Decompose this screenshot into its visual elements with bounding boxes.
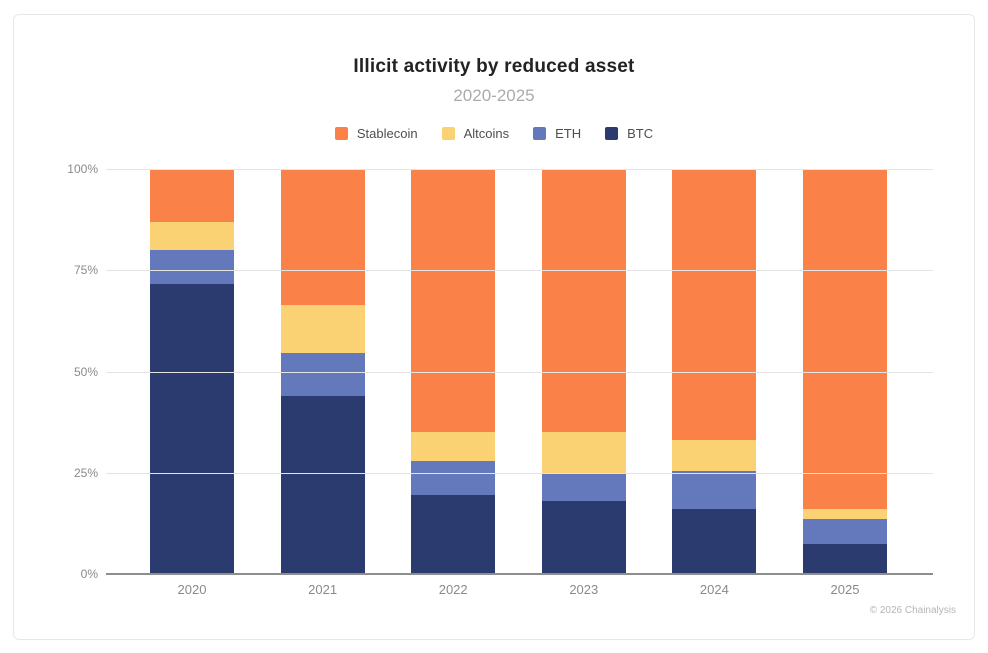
- legend-item-stablecoin: Stablecoin: [334, 126, 418, 141]
- bar-segment-2021-stablecoin: [280, 169, 365, 305]
- y-tick-label: 75%: [73, 263, 98, 278]
- x-tick-label-2025: 2025: [830, 582, 860, 597]
- bar-segment-2025-stablecoin: [802, 169, 887, 510]
- bar-2021: [280, 169, 365, 574]
- bar-segment-2021-btc: [280, 395, 365, 574]
- legend-swatch-altcoins: [441, 127, 455, 140]
- bar-segment-2024-eth: [672, 470, 757, 510]
- bar-segment-2025-altcoins: [802, 509, 887, 520]
- bar-segment-2021-eth: [280, 353, 365, 396]
- bars-container: [106, 169, 933, 574]
- bar-segment-2025-btc: [802, 543, 887, 574]
- gridline: [106, 270, 933, 272]
- bar-segment-2023-stablecoin: [541, 169, 626, 433]
- bar-segment-2024-altcoins: [672, 440, 757, 471]
- legend-swatch-btc: [605, 127, 619, 140]
- gridline: [106, 371, 933, 373]
- bar-segment-2025-eth: [802, 519, 887, 544]
- legend-label: Altcoins: [463, 126, 510, 141]
- y-tick-label: 100%: [67, 162, 98, 176]
- bar-segment-2022-stablecoin: [411, 169, 496, 433]
- bar-segment-2023-eth: [541, 472, 626, 502]
- x-tick-label-2020: 2020: [177, 582, 207, 597]
- x-axis-line: [106, 573, 933, 575]
- footer-credit: © 2026 Chainalysis: [869, 605, 956, 616]
- bar-segment-2020-btc: [150, 284, 234, 574]
- legend-item-btc: BTC: [605, 126, 653, 141]
- gridline: [106, 472, 933, 474]
- y-tick-label: 0%: [80, 567, 98, 581]
- chart-card: Illicit activity by reduced asset 2020-2…: [13, 14, 975, 640]
- bar-segment-2024-stablecoin: [672, 169, 757, 441]
- legend-item-eth: ETH: [533, 126, 581, 141]
- gridline: [106, 169, 933, 170]
- legend-swatch-stablecoin: [334, 127, 348, 140]
- legend-label: ETH: [555, 126, 582, 141]
- plot-area: [106, 169, 933, 575]
- y-tick-label: 50%: [73, 364, 98, 379]
- y-tick-label: 25%: [73, 465, 98, 480]
- bar-segment-2022-btc: [411, 495, 496, 574]
- bar-segment-2024-btc: [672, 509, 757, 574]
- bar-2024: [672, 169, 757, 574]
- bar-segment-2020-stablecoin: [150, 169, 234, 222]
- bar-segment-2023-altcoins: [541, 432, 626, 473]
- x-axis: 2020 2021 2022 2023 2024 2025: [106, 582, 933, 597]
- x-tick-label-2021: 2021: [308, 582, 338, 597]
- x-tick-label-2023: 2023: [569, 582, 599, 597]
- bar-segment-2022-altcoins: [411, 432, 496, 461]
- bar-segment-2023-btc: [541, 501, 626, 574]
- bar-2025: [802, 169, 887, 574]
- chart-legend: Stablecoin Altcoins ETH BTC: [14, 126, 974, 141]
- bar-segment-2020-altcoins: [150, 221, 234, 250]
- legend-label: Stablecoin: [356, 126, 418, 141]
- bar-2020: [150, 169, 234, 574]
- bar-segment-2021-altcoins: [280, 304, 365, 354]
- legend-swatch-eth: [533, 127, 547, 140]
- bar-2022: [411, 169, 496, 574]
- legend-item-altcoins: Altcoins: [441, 126, 510, 141]
- chart-subtitle: 2020-2025: [453, 86, 535, 105]
- y-axis: 0% 25% 50% 75% 100%: [14, 162, 98, 581]
- x-tick-label-2024: 2024: [699, 582, 729, 597]
- bar-2023: [541, 169, 626, 574]
- bar-segment-2020-eth: [150, 249, 234, 285]
- x-tick-label-2022: 2022: [438, 582, 468, 597]
- legend-label: BTC: [627, 126, 654, 141]
- chart-title: Illicit activity by reduced asset: [353, 56, 635, 77]
- bar-segment-2022-eth: [411, 460, 496, 496]
